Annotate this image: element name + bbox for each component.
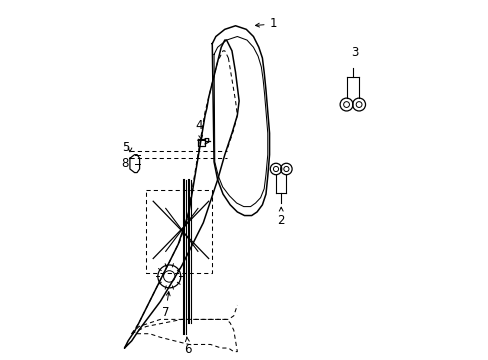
Text: 8: 8 [122,157,129,170]
Text: 4: 4 [195,119,203,139]
Text: 1: 1 [255,18,277,31]
Text: 6: 6 [184,337,192,356]
Text: 2: 2 [277,207,285,227]
Text: 5: 5 [122,141,129,154]
Text: 7: 7 [162,292,170,319]
Text: 3: 3 [350,46,358,59]
